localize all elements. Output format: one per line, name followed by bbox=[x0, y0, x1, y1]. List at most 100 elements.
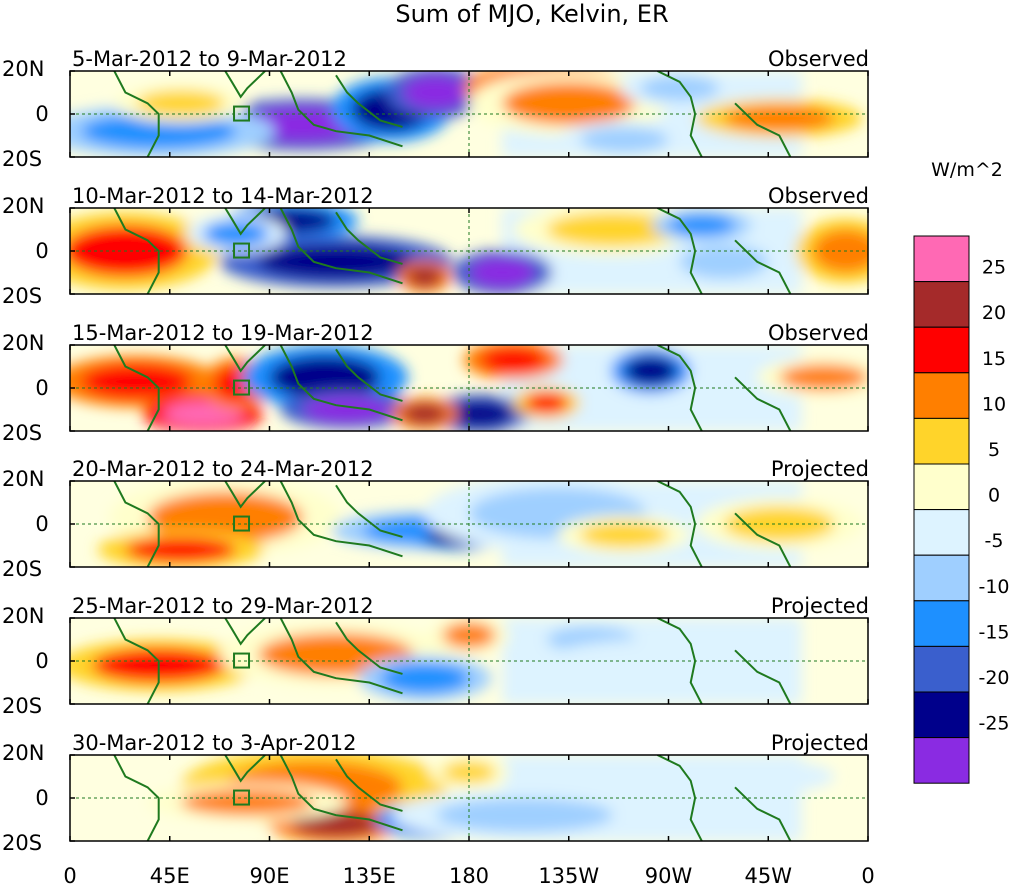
coastline bbox=[224, 755, 266, 783]
map-panel: 5-Mar-2012 to 9-Mar-2012 Observed 20N 0 20S bbox=[2, 47, 869, 171]
anomaly-blob bbox=[406, 266, 443, 288]
anomaly-blob bbox=[480, 347, 547, 373]
colorbar-swatch bbox=[913, 691, 970, 739]
y-tick-label: 0 bbox=[35, 239, 48, 263]
coastline bbox=[279, 481, 403, 558]
colorbar-swatch bbox=[913, 509, 970, 556]
chart-title: Sum of MJO, Kelvin, ER bbox=[395, 0, 668, 28]
anomaly-blob bbox=[180, 789, 314, 816]
coastline bbox=[224, 71, 266, 99]
coastline bbox=[113, 345, 160, 431]
colorbar-label: -20 bbox=[978, 667, 1009, 689]
colorbar-label: -15 bbox=[978, 621, 1009, 643]
colorbar-label: -25 bbox=[978, 713, 1009, 735]
x-tick-label: 90W bbox=[645, 864, 693, 888]
panel-type-label: Observed bbox=[768, 184, 869, 208]
x-tick-label: 135E bbox=[343, 864, 396, 888]
colorbar-label: -10 bbox=[978, 576, 1009, 598]
coastline bbox=[734, 649, 792, 704]
anomaly-blob bbox=[147, 491, 303, 544]
colorbar-swatch bbox=[913, 463, 970, 511]
coastline bbox=[656, 755, 703, 841]
x-tick-label: 180 bbox=[449, 864, 489, 888]
panel-type-label: Projected bbox=[771, 594, 869, 618]
anomaly-blob bbox=[546, 212, 680, 247]
anomaly-blob bbox=[442, 622, 496, 649]
anomaly-blob bbox=[435, 798, 614, 833]
panels: 5-Mar-2012 to 9-Mar-2012 Observed20N020S1… bbox=[2, 47, 869, 855]
coastline bbox=[656, 618, 703, 704]
colorbar-swatch bbox=[913, 417, 970, 465]
colorbar-swatch bbox=[913, 372, 970, 419]
anomaly-blob bbox=[302, 396, 392, 423]
colorbar-swatch bbox=[913, 737, 970, 784]
y-tick-label: 20N bbox=[2, 604, 44, 628]
coastlines bbox=[113, 481, 792, 567]
y-tick-label: 20N bbox=[2, 331, 44, 355]
colorbar-swatch bbox=[913, 554, 970, 602]
coastline bbox=[335, 758, 403, 812]
coastline bbox=[335, 484, 403, 538]
map-panel: 10-Mar-2012 to 14-Mar-2012 Observed 20N 0 20… bbox=[2, 184, 869, 308]
coastline bbox=[734, 102, 792, 157]
anomaly-blob bbox=[568, 650, 724, 694]
y-tick-label: 0 bbox=[35, 376, 48, 400]
anomaly-blob bbox=[723, 105, 835, 132]
coastline bbox=[224, 618, 266, 646]
colorbar-swatch bbox=[913, 326, 970, 374]
map-panel: 15-Mar-2012 to 19-Mar-2012 Observed 20N 0 20… bbox=[2, 321, 869, 445]
anomaly-blob bbox=[579, 521, 669, 548]
anomaly-blob bbox=[502, 81, 636, 125]
colorbar-swatch bbox=[913, 281, 970, 328]
anomaly-blob bbox=[163, 400, 243, 427]
coastline bbox=[224, 208, 266, 236]
x-tick-label: 45E bbox=[150, 864, 190, 888]
coastline bbox=[656, 208, 703, 294]
y-tick-label: 20N bbox=[2, 194, 44, 218]
y-tick-label: 20S bbox=[2, 694, 42, 718]
colorbar-label: 10 bbox=[982, 393, 1006, 415]
panel-period-label: 30-Mar-2012 to 3-Apr-2012 bbox=[72, 731, 357, 755]
y-tick-label: 0 bbox=[35, 786, 48, 810]
anomaly-field bbox=[70, 345, 868, 431]
coastline bbox=[734, 512, 792, 567]
panel-type-label: Observed bbox=[768, 47, 869, 71]
coastline bbox=[656, 345, 703, 431]
coastline bbox=[734, 239, 792, 294]
coastlines bbox=[113, 345, 792, 431]
anomaly-blob bbox=[469, 257, 536, 288]
x-tick-label: 90E bbox=[250, 864, 290, 888]
coastline bbox=[279, 755, 403, 832]
anomaly-blob bbox=[136, 90, 226, 117]
coastline bbox=[335, 348, 403, 402]
coastline bbox=[656, 71, 703, 157]
colorbar-swatch bbox=[913, 235, 970, 283]
x-tick-label: 45W bbox=[745, 864, 793, 888]
coastline bbox=[279, 345, 403, 422]
coastline bbox=[113, 208, 160, 294]
panel-type-label: Observed bbox=[768, 321, 869, 345]
y-tick-label: 0 bbox=[35, 649, 48, 673]
coastlines bbox=[113, 755, 792, 841]
y-tick-label: 20N bbox=[2, 57, 44, 81]
y-tick-label: 20S bbox=[2, 557, 42, 581]
x-axis: 0 45E 90E 135E 180 135W 90W 45W 0 bbox=[63, 864, 874, 888]
coastline bbox=[335, 74, 403, 128]
y-tick-label: 20S bbox=[2, 831, 42, 855]
colorbar-swatch bbox=[913, 600, 970, 647]
y-tick-label: 0 bbox=[35, 102, 48, 126]
anomaly-blob bbox=[624, 355, 678, 386]
coastline bbox=[113, 755, 160, 841]
colorbar-label: 25 bbox=[982, 257, 1006, 279]
coastline bbox=[113, 71, 160, 157]
y-tick-label: 20N bbox=[2, 467, 44, 491]
anomaly-field bbox=[70, 71, 863, 157]
coastline bbox=[224, 345, 266, 373]
anomaly-field bbox=[70, 208, 868, 294]
coastlines bbox=[113, 71, 792, 157]
panel-period-label: 10-Mar-2012 to 14-Mar-2012 bbox=[72, 184, 374, 208]
anomaly-blob bbox=[258, 244, 414, 279]
x-tick-label: 135W bbox=[538, 864, 599, 888]
anomaly-blob bbox=[579, 126, 669, 153]
anomaly-blob bbox=[779, 364, 868, 391]
